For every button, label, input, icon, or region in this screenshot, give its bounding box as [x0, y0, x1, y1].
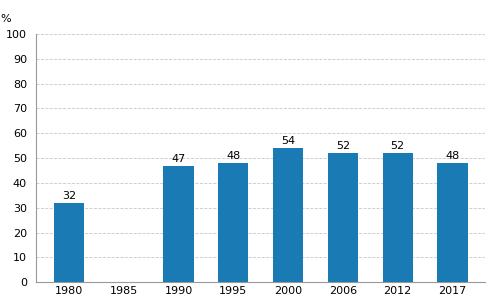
Bar — [218, 163, 248, 282]
Text: 48: 48 — [226, 151, 241, 161]
Bar — [164, 165, 193, 282]
Text: 32: 32 — [62, 191, 76, 201]
Bar — [382, 153, 413, 282]
Text: 54: 54 — [281, 136, 295, 146]
Text: 48: 48 — [445, 151, 460, 161]
Bar — [273, 148, 303, 282]
Bar — [54, 203, 84, 282]
Bar — [437, 163, 467, 282]
Text: %: % — [0, 14, 11, 24]
Text: 52: 52 — [391, 141, 405, 151]
Text: 52: 52 — [336, 141, 350, 151]
Text: 47: 47 — [171, 153, 186, 164]
Bar — [328, 153, 358, 282]
